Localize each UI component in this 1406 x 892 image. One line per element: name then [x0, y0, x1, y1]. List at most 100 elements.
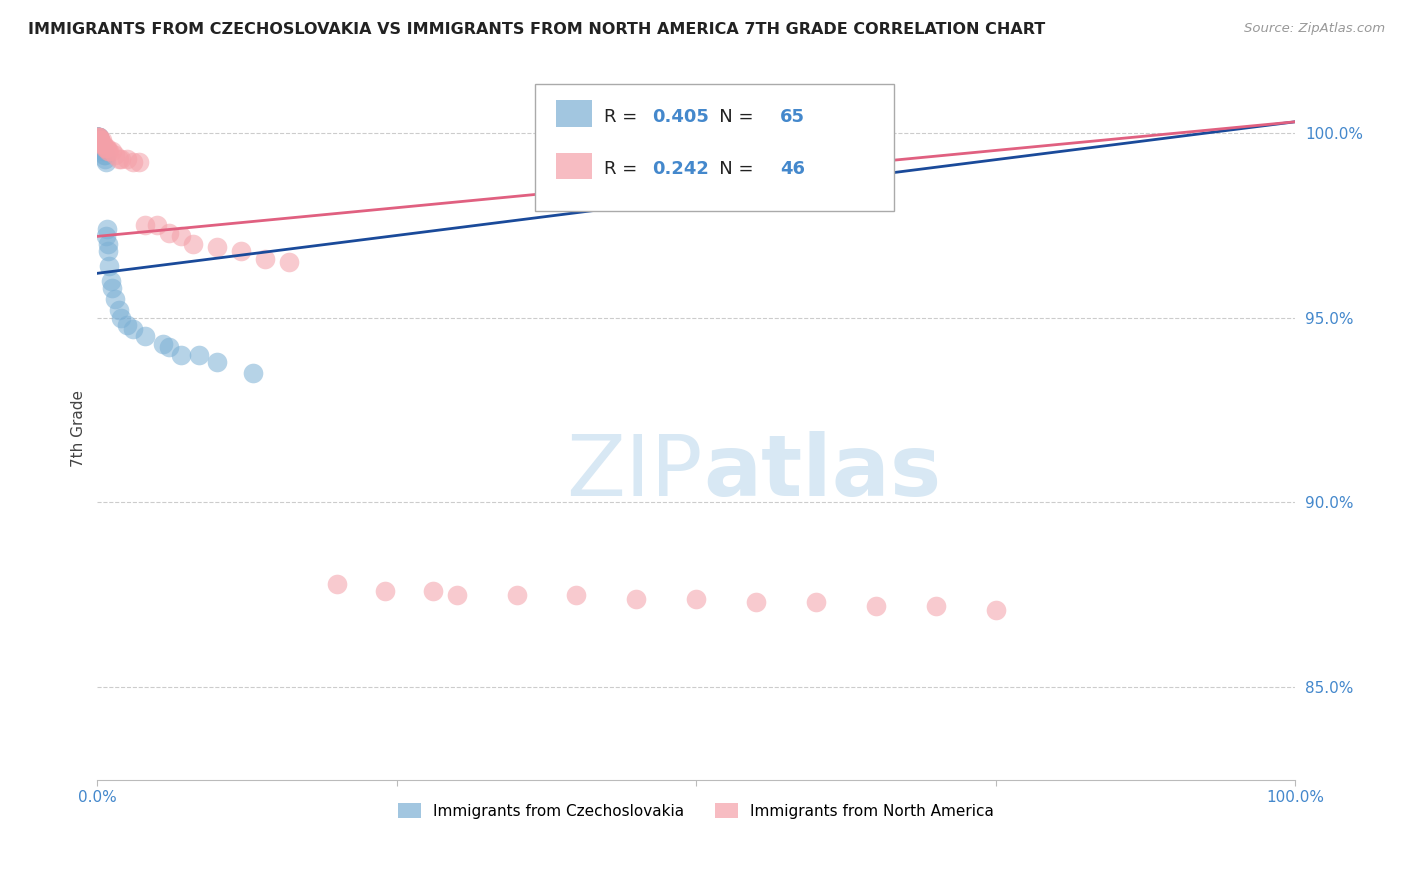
Point [804, 595, 827, 609]
Point [242, 366, 264, 380]
Text: R =: R = [605, 160, 643, 178]
FancyBboxPatch shape [557, 100, 592, 127]
Point [117, 152, 139, 166]
Point [87, 133, 110, 147]
Point [89, 136, 111, 151]
Point [90, 141, 112, 155]
Point [87, 136, 110, 151]
Point [97, 244, 120, 259]
Point [96, 229, 118, 244]
Point [87, 129, 110, 144]
Point [89, 136, 111, 151]
Text: 0.242: 0.242 [652, 160, 709, 178]
Text: 0.405: 0.405 [652, 108, 709, 126]
Point [110, 152, 132, 166]
Point [89, 141, 111, 155]
Point [89, 133, 111, 147]
Point [90, 141, 112, 155]
Point [87, 133, 110, 147]
Point [925, 599, 948, 613]
Point [87, 129, 110, 144]
Point [122, 322, 145, 336]
Point [90, 133, 112, 147]
Point [374, 584, 396, 599]
Point [87, 133, 110, 147]
Point [89, 129, 111, 144]
Point [100, 281, 122, 295]
Point [87, 129, 110, 144]
Point [93, 148, 115, 162]
Point [89, 136, 111, 151]
Point [93, 148, 115, 162]
Point [89, 133, 111, 147]
Point [98, 259, 121, 273]
Point [87, 136, 110, 151]
Point [87, 136, 110, 151]
Point [108, 303, 131, 318]
Point [91, 145, 114, 159]
Point [90, 136, 112, 151]
Point [89, 141, 111, 155]
Point [97, 145, 120, 159]
Point [90, 141, 112, 155]
Point [89, 136, 111, 151]
Point [94, 152, 117, 166]
Point [122, 155, 145, 169]
Legend: Immigrants from Czechoslovakia, Immigrants from North America: Immigrants from Czechoslovakia, Immigran… [392, 797, 1000, 824]
Point [94, 155, 117, 169]
Point [170, 229, 193, 244]
Point [134, 329, 156, 343]
Point [93, 141, 115, 155]
Text: N =: N = [702, 160, 759, 178]
Point [91, 136, 114, 151]
Text: 46: 46 [780, 160, 806, 178]
Point [87, 129, 110, 144]
Point [87, 133, 110, 147]
Point [87, 136, 110, 151]
Point [87, 136, 110, 151]
Point [110, 310, 132, 325]
Text: atlas: atlas [703, 431, 941, 515]
Text: ZIP: ZIP [567, 431, 703, 515]
Text: N =: N = [702, 108, 759, 126]
Point [98, 145, 121, 159]
Point [626, 591, 648, 606]
Point [87, 136, 110, 151]
Point [87, 129, 110, 144]
Point [865, 599, 887, 613]
Point [87, 129, 110, 144]
Point [134, 219, 156, 233]
Point [326, 576, 349, 591]
Point [152, 336, 174, 351]
Point [100, 145, 122, 159]
Text: R =: R = [605, 108, 643, 126]
Point [117, 318, 139, 332]
Point [229, 244, 252, 259]
Point [89, 133, 111, 147]
Point [146, 219, 169, 233]
Point [87, 129, 110, 144]
Point [157, 226, 180, 240]
Text: Source: ZipAtlas.com: Source: ZipAtlas.com [1244, 22, 1385, 36]
FancyBboxPatch shape [557, 153, 592, 179]
Point [446, 588, 468, 602]
Text: 65: 65 [780, 108, 806, 126]
Point [90, 136, 112, 151]
Point [100, 274, 122, 288]
Point [157, 340, 180, 354]
Point [91, 136, 114, 151]
Point [565, 588, 588, 602]
Point [89, 133, 111, 147]
Point [104, 292, 127, 306]
Point [205, 240, 228, 254]
Point [87, 136, 110, 151]
Point [205, 355, 228, 369]
Point [87, 133, 110, 147]
Y-axis label: 7th Grade: 7th Grade [72, 390, 86, 467]
Point [128, 155, 150, 169]
Point [87, 129, 110, 144]
Point [188, 348, 211, 362]
FancyBboxPatch shape [534, 85, 894, 211]
Point [91, 141, 114, 155]
Point [96, 222, 118, 236]
